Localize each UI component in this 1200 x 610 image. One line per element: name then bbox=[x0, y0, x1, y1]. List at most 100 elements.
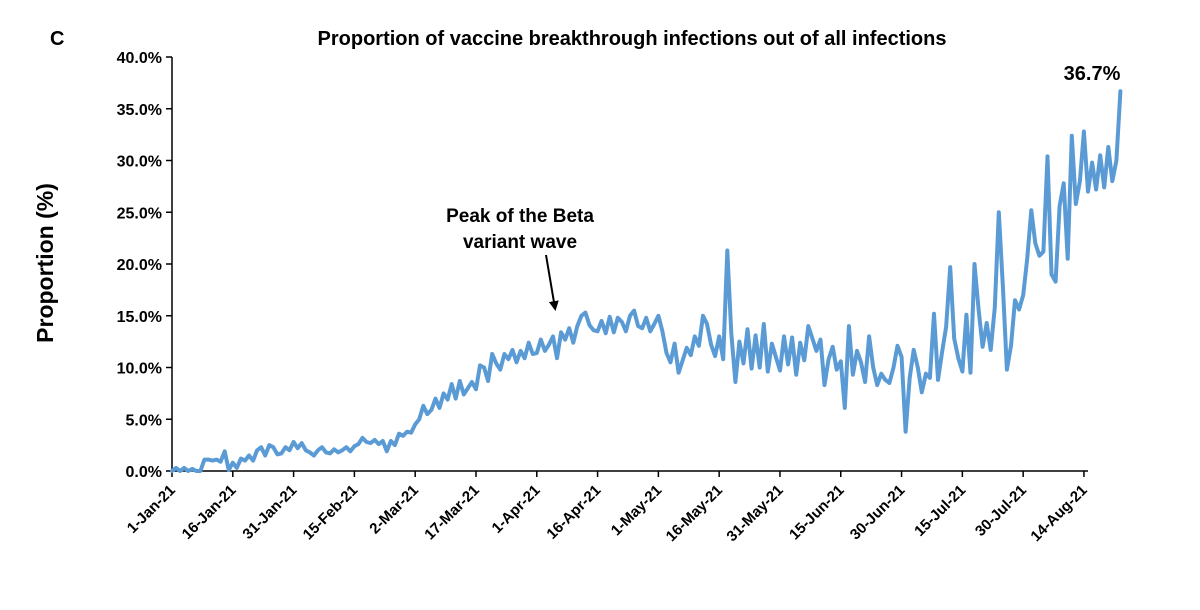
data-point bbox=[636, 324, 640, 328]
data-point bbox=[356, 442, 360, 446]
data-point bbox=[656, 314, 661, 318]
data-point bbox=[300, 441, 304, 445]
data-point bbox=[758, 365, 762, 370]
annotation-layer: Peak of the Beta variant wave bbox=[446, 206, 594, 312]
data-point bbox=[421, 404, 425, 408]
data-point bbox=[320, 445, 324, 449]
data-point bbox=[352, 444, 356, 448]
data-point bbox=[652, 322, 656, 326]
data-point bbox=[401, 434, 405, 438]
x-tick-label: 31-May-21 bbox=[723, 482, 786, 545]
data-point bbox=[717, 334, 721, 338]
data-point bbox=[1070, 134, 1074, 138]
data-point bbox=[648, 329, 652, 333]
data-point bbox=[417, 417, 421, 421]
data-point bbox=[750, 366, 754, 371]
data-point bbox=[867, 334, 871, 338]
data-point bbox=[255, 448, 259, 452]
data-point bbox=[1021, 293, 1025, 297]
data-point bbox=[920, 390, 924, 394]
data-point bbox=[855, 349, 859, 353]
data-point bbox=[494, 361, 498, 365]
x-tick-label: 2-Mar-21 bbox=[366, 482, 422, 538]
data-point bbox=[737, 340, 742, 344]
data-point bbox=[425, 412, 429, 416]
data-point bbox=[360, 436, 365, 440]
data-point bbox=[267, 443, 271, 447]
data-point bbox=[1001, 285, 1005, 289]
data-point bbox=[839, 359, 843, 363]
data-point bbox=[875, 383, 879, 387]
data-point bbox=[433, 397, 438, 401]
data-point bbox=[762, 322, 766, 326]
data-point bbox=[413, 422, 417, 426]
data-point bbox=[644, 316, 648, 320]
x-tick-label: 1-Apr-21 bbox=[489, 482, 544, 537]
data-point bbox=[186, 469, 190, 473]
data-point bbox=[745, 327, 750, 331]
data-point bbox=[932, 312, 936, 316]
data-point bbox=[170, 469, 174, 473]
data-point bbox=[437, 406, 442, 410]
data-point bbox=[373, 438, 377, 442]
data-point bbox=[308, 450, 312, 454]
data-point bbox=[202, 458, 206, 462]
chart-title: Proportion of vaccine breakthrough infec… bbox=[318, 28, 947, 50]
data-point bbox=[895, 344, 900, 348]
data-point bbox=[664, 351, 669, 355]
data-point bbox=[604, 331, 608, 335]
data-point bbox=[462, 392, 466, 396]
data-point bbox=[733, 380, 738, 384]
data-point bbox=[596, 329, 600, 333]
data-point bbox=[385, 449, 389, 453]
data-point bbox=[693, 334, 697, 338]
x-tick-label: 30-Jul-21 bbox=[972, 482, 1030, 540]
data-point bbox=[251, 459, 255, 463]
data-point bbox=[243, 459, 247, 463]
data-point bbox=[1102, 185, 1106, 189]
data-point bbox=[571, 341, 575, 345]
data-point bbox=[818, 338, 823, 342]
data-point bbox=[194, 469, 198, 473]
data-point bbox=[474, 387, 478, 391]
data-point bbox=[814, 349, 819, 353]
data-point bbox=[559, 330, 563, 334]
data-point bbox=[847, 324, 851, 328]
data-point bbox=[1045, 154, 1050, 158]
data-point bbox=[1074, 202, 1078, 206]
data-point bbox=[835, 368, 839, 372]
data-point bbox=[579, 314, 584, 318]
x-tick-label: 1-May-21 bbox=[608, 482, 665, 539]
data-point bbox=[535, 351, 539, 355]
data-point bbox=[292, 440, 296, 444]
x-tick-label: 15-Jun-21 bbox=[786, 482, 848, 544]
data-point bbox=[705, 322, 709, 326]
data-point bbox=[397, 432, 401, 436]
data-point bbox=[827, 357, 831, 361]
data-point bbox=[1098, 153, 1102, 157]
data-point bbox=[364, 440, 369, 444]
data-point bbox=[279, 451, 283, 455]
data-point bbox=[741, 361, 746, 365]
data-point bbox=[770, 342, 774, 346]
data-point bbox=[210, 459, 215, 463]
data-point bbox=[247, 453, 251, 458]
data-point bbox=[960, 370, 965, 374]
data-point bbox=[1033, 241, 1037, 245]
data-point bbox=[1049, 272, 1054, 276]
data-point bbox=[681, 358, 685, 362]
data-point bbox=[887, 381, 892, 385]
data-point bbox=[227, 468, 231, 472]
data-point bbox=[928, 376, 932, 380]
data-point bbox=[304, 448, 308, 452]
data-point bbox=[478, 363, 482, 367]
data-point bbox=[624, 329, 628, 333]
data-point bbox=[336, 450, 340, 454]
data-point bbox=[510, 348, 515, 352]
data-point bbox=[936, 378, 940, 382]
data-point bbox=[1078, 179, 1082, 183]
data-point bbox=[275, 452, 279, 456]
data-point bbox=[389, 439, 393, 443]
x-tick-label: 1-Jan-21 bbox=[124, 482, 179, 537]
data-point bbox=[608, 315, 612, 319]
